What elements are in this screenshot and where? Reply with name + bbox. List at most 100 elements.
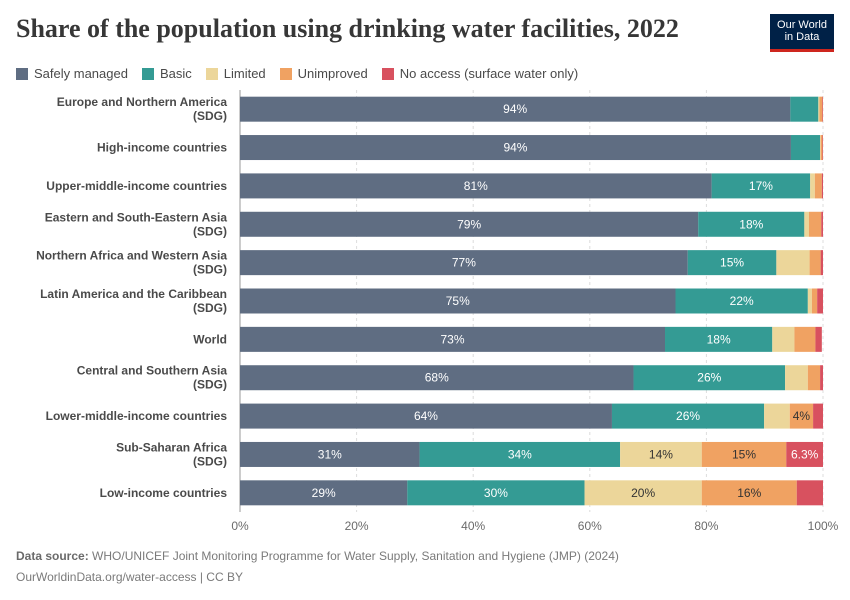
x-tick-label: 0% [231,519,249,533]
legend: Safely managed Basic Limited Unimproved … [16,66,592,81]
category-label: Latin America and the Caribbean [40,287,227,301]
bar-segment [687,250,777,276]
data-source-label: Data source: [16,549,89,563]
legend-item-limited[interactable]: Limited [205,66,266,81]
bar-segment [789,403,814,429]
bar-segment [584,480,702,506]
legend-item-no-access[interactable]: No access (surface water only) [381,66,578,81]
url-license[interactable]: OurWorldinData.org/water-access | CC BY [16,570,243,584]
category-label: Northern Africa and Western Asia [36,249,227,263]
bar-segment [240,326,666,352]
bar-segment [809,250,821,276]
x-tick-label: 60% [578,519,602,533]
bar-segment [620,441,702,467]
data-label: 15% [720,256,744,270]
category-label: (SDG) [193,109,227,123]
category-label: (SDG) [193,263,227,277]
legend-swatch [205,67,218,80]
bar-segment [817,288,823,314]
legend-item-unimproved[interactable]: Unimproved [279,66,368,81]
category-label: World [193,332,227,346]
data-label: 26% [697,371,721,385]
legend-label: Safely managed [34,66,128,81]
legend-swatch [381,67,394,80]
bar-segment [772,326,795,352]
legend-swatch [141,67,154,80]
bar-segment [790,135,821,161]
bar-segment [819,96,823,122]
legend-item-safely-managed[interactable]: Safely managed [16,66,128,81]
bar-segment [407,480,585,506]
bar-segment [807,288,812,314]
bar-segment [611,403,765,429]
category-label: (SDG) [193,454,227,468]
bar-segment [240,480,408,506]
x-tick-label: 80% [694,519,718,533]
data-label: 26% [676,409,700,423]
x-tick-label: 20% [345,519,369,533]
data-source: Data source: WHO/UNICEF Joint Monitoring… [16,549,619,563]
legend-swatch [16,67,28,80]
data-label: 16% [737,486,761,500]
legend-label: Limited [223,66,266,81]
data-label: 81% [464,179,488,193]
bar-segment [814,173,822,199]
bar-segment [675,288,808,314]
bar-segment [786,441,823,467]
bar-segment [240,173,712,199]
bar-segment [821,173,823,199]
bar-segment [804,211,810,237]
bar-segment [701,441,787,467]
owid-logo[interactable]: Our World in Data [770,14,834,52]
data-label: 94% [503,141,527,155]
bar-segment [807,365,821,391]
bar-segment [240,211,699,237]
logo-line-1: Our World [777,19,827,31]
bar-segment [764,403,790,429]
data-label: 6.3% [791,447,819,461]
bar-segment [822,135,823,161]
bar-segment [815,326,822,352]
bar-segment [633,365,786,391]
bar-segment [818,96,820,122]
logo-line-2: in Data [784,31,820,43]
bar-segment [240,96,791,122]
data-label: 75% [446,294,470,308]
data-label: 18% [739,217,763,231]
bar-segment [813,403,823,429]
bar-segment [820,135,823,161]
x-tick-label: 40% [461,519,485,533]
data-label: 34% [508,447,532,461]
category-label: Upper-middle-income countries [46,179,227,193]
data-source-text: WHO/UNICEF Joint Monitoring Programme fo… [92,549,619,563]
data-label: 17% [749,179,773,193]
bar-segment [794,326,816,352]
bar-segment [796,480,823,506]
category-label: Central and Southern Asia [77,364,228,378]
data-label: 22% [730,294,754,308]
bar-segment [665,326,773,352]
data-label: 77% [452,256,476,270]
bar-segment [820,365,823,391]
data-label: 68% [425,371,449,385]
data-label: 15% [732,447,756,461]
bar-segment [701,480,797,506]
data-label: 64% [414,409,438,423]
bar-segment [811,288,818,314]
category-label: Lower-middle-income countries [46,409,228,423]
bar-segment [698,211,805,237]
bar-segment [419,441,621,467]
bar-segment [240,365,634,391]
bar-segment [810,173,815,199]
data-label: 30% [484,486,508,500]
data-label: 18% [707,332,731,346]
legend-item-basic[interactable]: Basic [141,66,192,81]
bar-segment [240,288,676,314]
category-label: Eastern and South-Eastern Asia [45,210,228,224]
category-label: High-income countries [97,141,227,155]
category-label: (SDG) [193,301,227,315]
bar-segment [820,135,821,161]
bar-segment [809,211,822,237]
bar-segment [240,250,688,276]
stacked-bar-chart: 0% 20% 40% 60% 80% 100% Europe and Northern Am… [36,90,839,533]
